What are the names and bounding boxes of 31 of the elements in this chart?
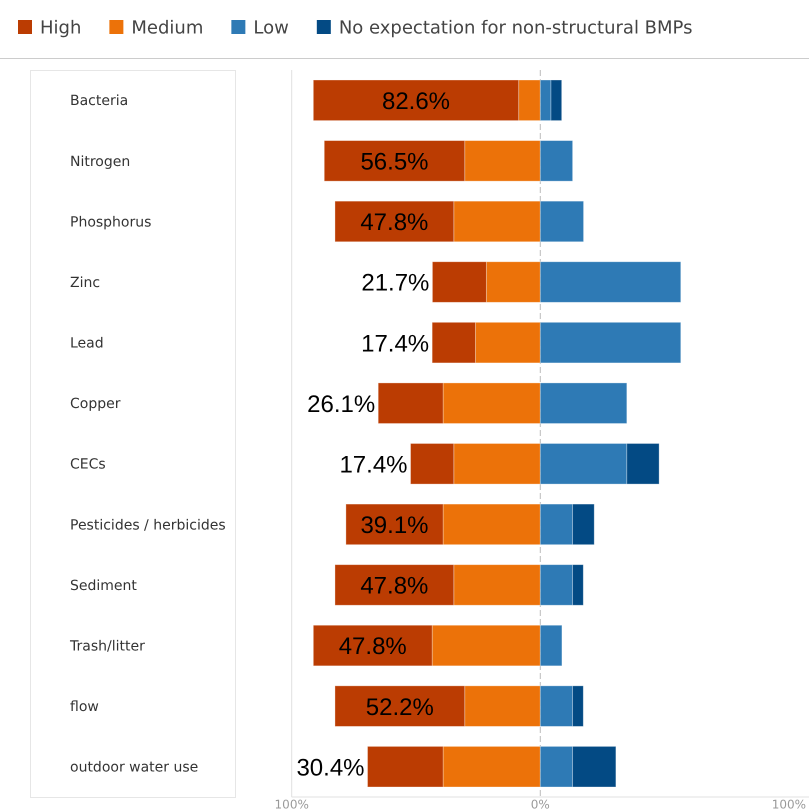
- annotation: 39.1%: [360, 512, 429, 540]
- annotation: 47.8%: [338, 633, 407, 660]
- annotation: 26.1%: [307, 390, 376, 418]
- y-tick-label: Pesticides / herbicides: [70, 517, 226, 534]
- y-tick-label: Lead: [70, 336, 104, 352]
- legend-label: Low: [253, 17, 289, 38]
- legend-label: High: [40, 17, 82, 38]
- y-tick-label: Zinc: [70, 274, 100, 291]
- annotation: 17.4%: [339, 451, 408, 478]
- y-tick-label: Sediment: [70, 578, 138, 594]
- x-tick-label: 0%: [530, 798, 550, 811]
- annotation: 47.8%: [360, 572, 428, 600]
- y-tick-label: flow: [70, 699, 99, 716]
- y-tick-label: Copper: [70, 396, 121, 412]
- annotation: 52.2%: [366, 694, 434, 721]
- annotation: 30.4%: [296, 754, 365, 782]
- y-tick-label: CECs: [70, 456, 106, 473]
- annotation: 47.8%: [360, 209, 428, 236]
- y-tick-label: Nitrogen: [70, 154, 130, 170]
- annotation: 17.4%: [361, 330, 430, 358]
- y-tick-label: outdoor water use: [70, 760, 198, 776]
- y-tick-label: Trash/litter: [69, 638, 146, 654]
- annotation: 82.6%: [382, 88, 450, 115]
- y-tick-label: Phosphorus: [70, 214, 152, 230]
- x-tick-label: 100%: [772, 798, 806, 811]
- x-tick-label: 100%: [274, 798, 309, 811]
- annotation: 21.7%: [361, 270, 430, 297]
- y-tick-label: Bacteria: [70, 93, 128, 110]
- legend-label: Medium: [131, 17, 204, 38]
- legend-label: No expectation for non-structural BMPs: [338, 17, 692, 38]
- annotation: 56.5%: [360, 148, 429, 176]
